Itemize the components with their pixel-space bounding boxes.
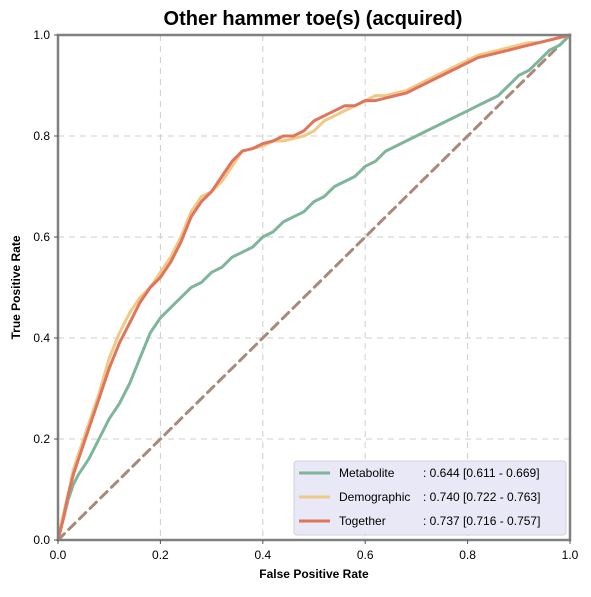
y-axis-label: True Positive Rate: [9, 235, 23, 339]
legend-label-metabolite: Metabolite: [339, 466, 395, 480]
x-tick-label: 0.6: [357, 548, 374, 562]
roc-curves: [56, 33, 572, 542]
legend-box: [293, 460, 567, 536]
legend-stat-together: : 0.737 [0.716 - 0.757]: [423, 514, 540, 528]
y-tick-label: 1.0: [33, 28, 50, 42]
y-tick-label: 0.2: [33, 432, 50, 446]
x-tick-label: 0.2: [152, 548, 169, 562]
grid: [58, 35, 570, 540]
x-tick-label: 1.0: [562, 548, 579, 562]
chart-title: Other hammer toe(s) (acquired): [164, 8, 463, 30]
roc-line-together: [56, 33, 572, 542]
legend-label-demographic: Demographic: [339, 490, 410, 504]
legend: Metabolite : 0.644 [0.611 - 0.669] Demog…: [293, 460, 567, 536]
x-tick-label: 0.4: [254, 548, 271, 562]
roc-line-metabolite: [56, 33, 572, 542]
chance-diagonal-line: [56, 33, 572, 542]
roc-line-demographic: [56, 33, 572, 542]
y-tick-label: 0.8: [33, 129, 50, 143]
legend-stat-demographic: : 0.740 [0.722 - 0.763]: [423, 490, 540, 504]
plot-frame: [56, 33, 572, 542]
y-tick-label: 0.6: [33, 230, 50, 244]
x-tick-label: 0.8: [459, 548, 476, 562]
legend-label-together: Together: [339, 514, 386, 528]
x-tick-label: 0.0: [50, 548, 67, 562]
axis-ticks: 0.0 0.2 0.4 0.6 0.8 1.0 0.0 0.2 0.4 0.6 0.8 1.0: [33, 28, 578, 562]
y-tick-label: 0.4: [33, 331, 50, 345]
y-tick-label: 0.0: [33, 533, 50, 547]
legend-stat-metabolite: : 0.644 [0.611 - 0.669]: [423, 466, 540, 480]
x-axis-label: False Positive Rate: [259, 567, 369, 581]
